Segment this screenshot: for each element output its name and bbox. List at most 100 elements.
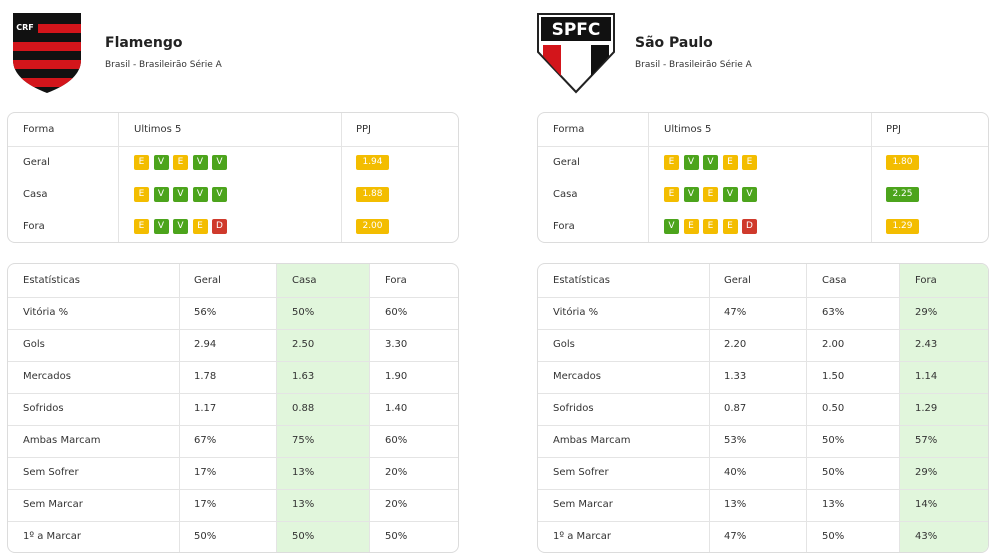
form-table: Forma Ultimos 5 PPJ Geral E V V E E 1.80 Casa E V E V V… — [537, 112, 989, 243]
stat-value: 1.40 — [385, 403, 408, 414]
result-badge: V — [192, 155, 208, 170]
header: Forma — [23, 124, 55, 135]
result-badge: E — [703, 219, 718, 234]
divider — [8, 521, 458, 522]
stat-label: Vitória % — [553, 307, 599, 318]
result-badge: D — [212, 219, 227, 234]
divider — [8, 361, 458, 362]
stat-value: 50% — [822, 435, 845, 446]
result-badge: E — [134, 187, 149, 202]
stat-value: 2.94 — [194, 339, 217, 350]
ppj-badge: 1.29 — [886, 219, 919, 234]
stat-value: 67% — [194, 435, 217, 446]
result-badge: V — [173, 219, 188, 234]
stat-label: Vitória % — [23, 307, 69, 318]
row-label: Fora — [553, 221, 575, 232]
stat-value: 1.90 — [385, 371, 408, 382]
stat-label: Gols — [553, 339, 575, 350]
header: Geral — [724, 275, 751, 286]
divider — [8, 393, 458, 394]
stat-label: Mercados — [553, 371, 601, 382]
result-badge: E — [664, 187, 679, 202]
row-label: Fora — [23, 221, 45, 232]
stat-label: Sem Marcar — [23, 499, 83, 510]
divider — [709, 264, 710, 552]
result-badge: E — [173, 155, 188, 170]
divider — [538, 297, 988, 298]
divider — [179, 264, 180, 552]
result-badge: E — [664, 155, 679, 170]
divider — [341, 113, 342, 242]
row-label: Casa — [23, 189, 48, 200]
stat-value: 1.29 — [915, 403, 938, 414]
divider — [8, 425, 458, 426]
stat-value: 20% — [385, 499, 408, 510]
highlight-column — [276, 264, 369, 552]
stat-value: 2.00 — [822, 339, 845, 350]
stat-label: Sofridos — [23, 403, 64, 414]
stat-label: Gols — [23, 339, 45, 350]
header: Geral — [194, 275, 221, 286]
form-table: Forma Ultimos 5 PPJ Geral E V E V V 1.94 Casa E V V V V… — [7, 112, 459, 243]
stat-value: 47% — [724, 531, 747, 542]
divider — [8, 457, 458, 458]
stat-value: 50% — [822, 531, 845, 542]
divider — [118, 113, 119, 242]
stat-label: Ambas Marcam — [553, 435, 631, 446]
result-badge: V — [212, 187, 227, 202]
divider — [538, 521, 988, 522]
result-badge: E — [722, 219, 738, 234]
result-badge: E — [742, 155, 757, 170]
stat-label: Sem Sofrer — [553, 467, 609, 478]
stat-value: 13% — [292, 499, 315, 510]
stat-value: 75% — [292, 435, 315, 446]
stat-value: 47% — [724, 307, 747, 318]
stat-value: 50% — [385, 531, 408, 542]
result-badge: E — [192, 219, 208, 234]
result-badge: V — [153, 155, 169, 170]
header: PPJ — [886, 124, 902, 135]
stat-value: 2.43 — [915, 339, 938, 350]
row-label: Geral — [23, 157, 50, 168]
result-badge: D — [742, 219, 757, 234]
stat-value: 1.14 — [915, 371, 938, 382]
result-badge: V — [153, 187, 169, 202]
stat-value: 0.88 — [292, 403, 315, 414]
stat-value: 50% — [822, 467, 845, 478]
stat-label: Sem Marcar — [553, 499, 613, 510]
divider — [538, 146, 988, 147]
stats-table: Estatísticas Geral Casa Fora Vitória % 56% 50%… — [7, 263, 459, 553]
result-badge: V — [192, 187, 208, 202]
header: Fora — [385, 275, 407, 286]
divider — [899, 264, 900, 552]
result-badge: V — [153, 219, 169, 234]
divider — [538, 361, 988, 362]
result-badge: E — [683, 219, 699, 234]
divider — [806, 264, 807, 552]
result-badge: V — [742, 187, 757, 202]
stat-label: Mercados — [23, 371, 71, 382]
header: Forma — [553, 124, 585, 135]
highlight-column — [899, 264, 988, 552]
stat-value: 17% — [194, 467, 217, 478]
stat-value: 1.33 — [724, 371, 747, 382]
stat-value: 50% — [194, 531, 217, 542]
ppj-badge: 2.00 — [356, 219, 389, 234]
result-badge: V — [683, 187, 699, 202]
team-name: São Paulo — [635, 35, 713, 51]
result-badge: V — [173, 187, 188, 202]
stat-value: 13% — [292, 467, 315, 478]
divider — [8, 146, 458, 147]
stat-value: 13% — [822, 499, 845, 510]
team-subtitle: Brasil - Brasileirão Série A — [105, 60, 222, 70]
ppj-badge: 1.94 — [356, 155, 389, 170]
stat-value: 57% — [915, 435, 938, 446]
stat-value: 29% — [915, 467, 938, 478]
stat-value: 17% — [194, 499, 217, 510]
header: Estatísticas — [23, 275, 81, 286]
stat-value: 20% — [385, 467, 408, 478]
stat-value: 60% — [385, 307, 408, 318]
divider — [538, 425, 988, 426]
stat-label: 1º a Marcar — [553, 531, 611, 542]
stat-value: 0.87 — [724, 403, 747, 414]
